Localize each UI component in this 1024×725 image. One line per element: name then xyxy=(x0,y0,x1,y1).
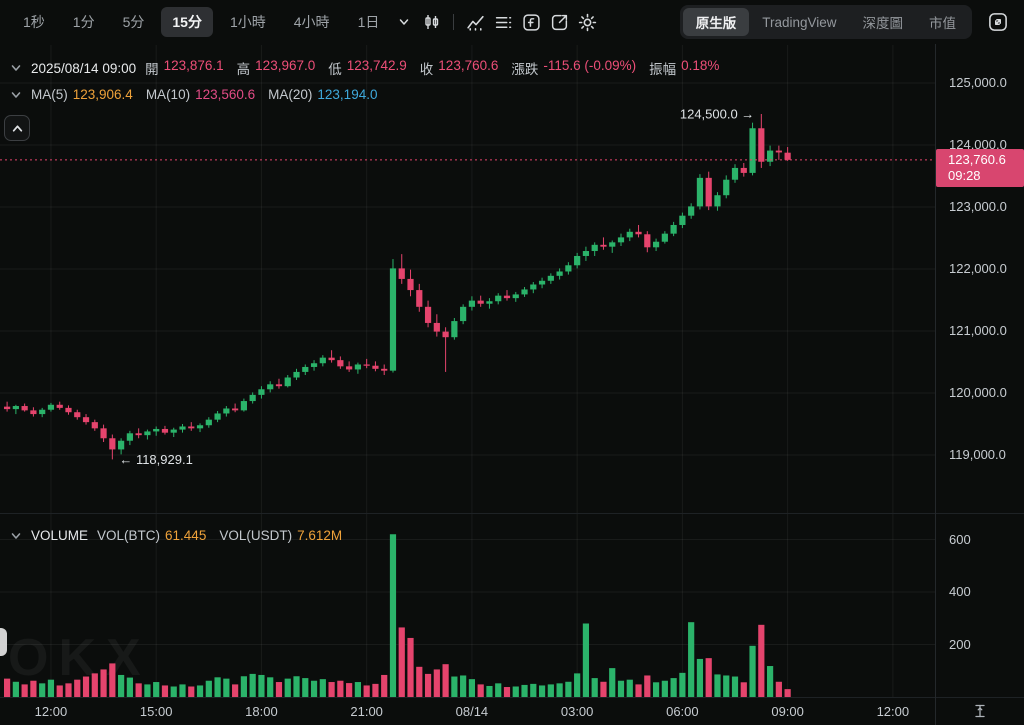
candle-countdown: 09:28 xyxy=(948,167,981,183)
jump-to-icon[interactable] xyxy=(545,8,573,36)
indicators-icon[interactable] xyxy=(461,8,489,36)
volume-title: VOLUME xyxy=(31,528,89,543)
timeframe-group: 1秒 1分 5分 15分 1小時 4小時 1日 xyxy=(12,7,390,37)
time-axis-label: 03:00 xyxy=(560,704,594,719)
time-axis-label: 09:00 xyxy=(771,704,804,719)
volume-fields: VOL(BTC) 61.445 VOL(USDT) 7.612M xyxy=(97,528,342,543)
timeframe-dropdown-chevron-icon[interactable] xyxy=(390,8,418,36)
fullscreen-icon[interactable] xyxy=(984,8,1012,36)
field-MA(20): MA(20) 123,194.0 xyxy=(268,87,378,102)
grid xyxy=(0,45,936,697)
field-振幅: 振幅 0.18% xyxy=(649,58,720,77)
ohlc-fields: 開 123,876.1 高 123,967.0 低 123,742.9 收 123,760.6… xyxy=(145,58,719,78)
time-axis-label: 12:00 xyxy=(876,704,910,719)
pane-divider[interactable] xyxy=(0,513,1024,514)
view-tab-1[interactable]: 原生版 xyxy=(682,8,750,36)
timeframe-5[interactable]: 1小時 xyxy=(229,14,266,30)
candlestick-series xyxy=(4,114,791,460)
price-axis-label: 124,000.0 xyxy=(949,137,1007,152)
price-axis-label: 122,000.0 xyxy=(949,261,1007,276)
current-price-value: 123,760.6 xyxy=(948,151,1006,167)
settings-icon[interactable] xyxy=(573,8,601,36)
toolbar-divider xyxy=(453,14,455,30)
ma-info-row: MA(5) 123,906.4 MA(10) 123,560.6 MA(20) 123,1… xyxy=(10,87,377,102)
view-tab-4[interactable]: 市值 xyxy=(929,16,956,31)
field-低: 低 123,742.9 xyxy=(328,58,407,77)
field-MA(5): MA(5) 123,906.4 xyxy=(31,87,133,102)
chart-canvas[interactable]: 124,500.0 → ← 118,929.1 xyxy=(0,0,936,725)
price-axis-label: 123,000.0 xyxy=(949,199,1007,214)
price-axis-label: 119,000.0 xyxy=(949,447,1006,462)
ohlc-info-row: 2025/08/14 09:00 開 123,876.1 高 123,967.0 低 12… xyxy=(10,58,719,78)
ma-fields: MA(5) 123,906.4 MA(10) 123,560.6 MA(20) 123,1… xyxy=(31,87,377,102)
view-tab-3[interactable]: 深度圖 xyxy=(862,16,904,31)
price-axis-label: 120,000.0 xyxy=(949,385,1007,400)
timeframe-3[interactable]: 5分 xyxy=(122,14,145,30)
time-axis-label: 15:00 xyxy=(139,704,173,719)
timeframe-1[interactable]: 1秒 xyxy=(23,14,45,30)
formula-icon[interactable] xyxy=(517,8,545,36)
field-漲跌: 漲跌 -115.6 (-0.09%) xyxy=(511,58,637,77)
toolbar-right: 原生版 TradingView 深度圖 市值 xyxy=(679,5,1012,39)
collapse-panel-button[interactable] xyxy=(4,115,30,141)
price-axis-border xyxy=(935,44,936,725)
collapse-ma-chevron-icon[interactable] xyxy=(10,89,22,101)
timeframe-4[interactable]: 15分 xyxy=(161,7,213,37)
candle-datetime: 2025/08/14 09:00 xyxy=(31,60,137,76)
time-axis-label: 21:00 xyxy=(350,704,383,719)
field-VOL(USDT): VOL(USDT) 7.612M xyxy=(219,528,343,543)
time-axis-label: 12:00 xyxy=(34,704,68,719)
view-tab-2[interactable]: TradingView xyxy=(762,14,837,30)
price-scale-fit-icon[interactable] xyxy=(971,702,989,725)
volume-info-row: VOLUME VOL(BTC) 61.445 VOL(USDT) 7.612M xyxy=(10,528,342,543)
collapse-ohlc-chevron-icon[interactable] xyxy=(10,62,22,74)
price-axis-label: 125,000.0 xyxy=(949,75,1007,90)
time-axis-border xyxy=(0,697,1024,698)
time-axis-label: 08/14 xyxy=(455,704,489,719)
field-收: 收 123,760.6 xyxy=(419,58,499,77)
price-axis-label: 121,000.0 xyxy=(949,323,1007,338)
time-axis-label: 06:00 xyxy=(666,704,699,719)
layout-list-icon[interactable] xyxy=(489,8,517,36)
candle-style-icon[interactable] xyxy=(418,8,446,36)
view-tab-group: 原生版 TradingView 深度圖 市值 xyxy=(679,5,972,39)
drawing-toolbar-handle[interactable] xyxy=(0,628,7,656)
timeframe-7[interactable]: 1日 xyxy=(357,14,380,30)
volume-axis-label: 200 xyxy=(949,636,971,652)
current-price-badge: 123,760.6 09:28 xyxy=(936,148,1024,187)
timeframe-2[interactable]: 1分 xyxy=(72,14,95,30)
field-VOL(BTC): VOL(BTC) 61.445 xyxy=(97,528,207,543)
volume-series xyxy=(4,534,791,697)
volume-axis-label: 400 xyxy=(949,584,971,599)
time-axis-label: 18:00 xyxy=(245,704,278,719)
timeframe-6[interactable]: 4小時 xyxy=(293,14,330,30)
high-annotation: 124,500.0 → xyxy=(680,107,754,122)
field-MA(10): MA(10) 123,560.6 xyxy=(145,87,256,102)
field-高: 高 123,967.0 xyxy=(236,58,316,77)
low-annotation: ← 118,929.1 xyxy=(119,452,192,467)
collapse-volume-chevron-icon[interactable] xyxy=(10,530,22,542)
volume-axis-label: 600 xyxy=(949,531,971,547)
toolbar: 1秒 1分 5分 15分 1小時 4小時 1日 xyxy=(0,0,1024,44)
field-開: 開 123,876.1 xyxy=(145,58,224,77)
